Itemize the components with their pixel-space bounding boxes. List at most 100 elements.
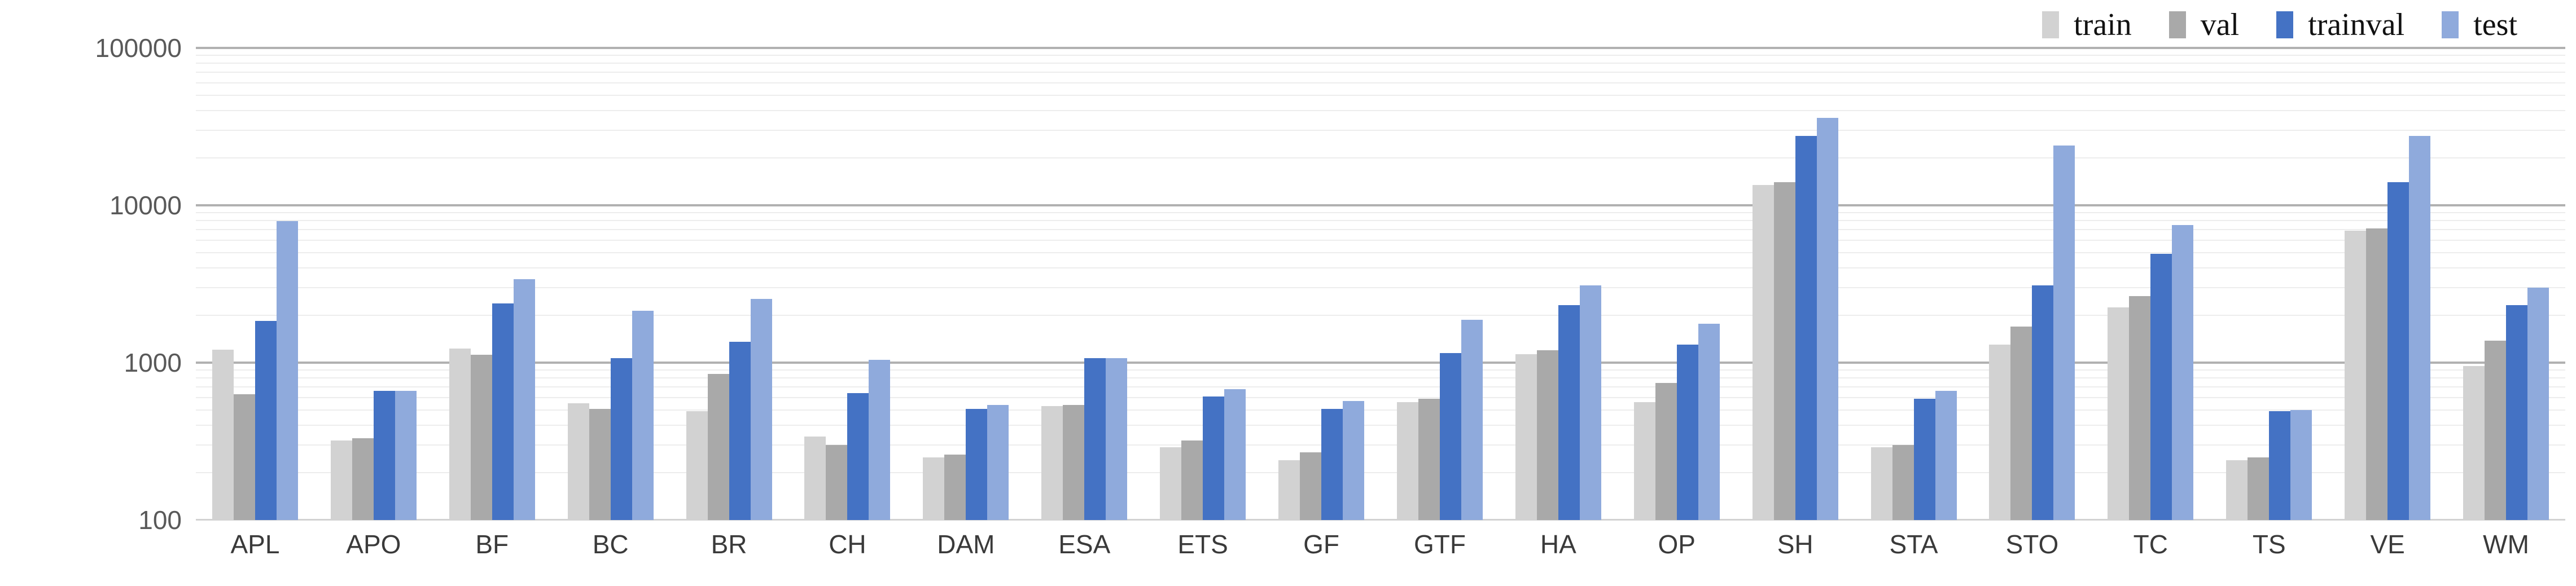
- minor-gridline: [196, 425, 2565, 426]
- bar-test-VE: [2409, 136, 2431, 520]
- bar-train-GF: [1278, 460, 1300, 520]
- bar-train-OP: [1633, 402, 1655, 520]
- bar-train-GTF: [1396, 402, 1418, 520]
- y-axis-tick-label: 1000: [124, 348, 182, 377]
- bar-val-ETS: [1181, 440, 1203, 520]
- legend-item-test: test: [2442, 9, 2517, 41]
- bar-trainval-OP: [1676, 345, 1698, 520]
- minor-gridline: [196, 472, 2565, 473]
- bar-train-APO: [330, 440, 352, 520]
- minor-gridline: [196, 267, 2565, 269]
- minor-gridline: [196, 72, 2565, 73]
- bar-val-CH: [826, 444, 848, 520]
- bar-test-WM: [2527, 287, 2549, 520]
- legend-item-train: train: [2042, 9, 2132, 41]
- bar-test-BR: [750, 299, 772, 520]
- minor-gridline: [196, 386, 2565, 388]
- y-axis-tick-label: 10000: [109, 191, 182, 220]
- legend-swatch-trainval: [2276, 11, 2294, 38]
- legend-item-val: val: [2168, 7, 2240, 42]
- major-gridline: [196, 47, 2565, 49]
- bar-test-DAM: [987, 404, 1009, 520]
- bar-trainval-GF: [1321, 408, 1343, 520]
- bar-train-WM: [2463, 366, 2485, 520]
- legend-swatch-test: [2442, 11, 2459, 38]
- bar-val-GF: [1300, 452, 1322, 520]
- x-axis-category-label: STA: [1889, 530, 1938, 559]
- x-axis-category-label: WM: [2483, 530, 2529, 559]
- minor-gridline: [196, 239, 2565, 241]
- bar-trainval-BF: [492, 303, 514, 520]
- major-gridline: [196, 204, 2565, 206]
- minor-gridline: [196, 212, 2565, 213]
- bar-trainval-ESA: [1084, 358, 1106, 520]
- x-axis-category-label: BC: [592, 530, 629, 559]
- bar-test-APO: [395, 391, 417, 520]
- minor-gridline: [196, 63, 2565, 64]
- bar-test-STO: [2053, 145, 2075, 520]
- bar-val-TS: [2248, 457, 2270, 520]
- minor-gridline: [196, 396, 2565, 398]
- bar-val-STO: [2010, 326, 2032, 520]
- y-axis-tick-label: 100000: [95, 33, 182, 63]
- minor-gridline: [196, 377, 2565, 379]
- bar-trainval-CH: [847, 393, 869, 520]
- x-axis-category-label: DAM: [937, 530, 995, 559]
- x-axis-category-label: BF: [475, 530, 509, 559]
- y-axis-tick-label: 100: [138, 505, 182, 535]
- x-axis-line: [196, 519, 2565, 521]
- minor-gridline: [196, 82, 2565, 83]
- minor-gridline: [196, 94, 2565, 96]
- x-axis-category-label: ETS: [1177, 530, 1228, 559]
- bar-val-APO: [352, 438, 374, 520]
- bar-train-TC: [2108, 307, 2130, 520]
- bar-train-STA: [1870, 447, 1892, 520]
- bar-test-GTF: [1461, 320, 1483, 520]
- major-gridline: [196, 362, 2565, 364]
- bar-trainval-VE: [2387, 182, 2409, 520]
- minor-gridline: [196, 229, 2565, 231]
- bar-train-ETS: [1160, 447, 1182, 520]
- bar-train-CH: [804, 436, 826, 520]
- minor-gridline: [196, 157, 2565, 158]
- bar-val-STA: [1892, 444, 1914, 520]
- bar-val-SH: [1773, 182, 1795, 520]
- legend-label: val: [2200, 7, 2240, 42]
- bar-trainval-BC: [610, 358, 632, 520]
- bar-trainval-SH: [1795, 136, 1817, 520]
- bar-val-OP: [1655, 383, 1677, 520]
- x-axis-category-label: TC: [2133, 530, 2168, 559]
- bar-train-BC: [567, 403, 589, 520]
- bar-train-ESA: [1041, 406, 1063, 520]
- legend-swatch-train: [2042, 11, 2060, 38]
- bar-trainval-HA: [1558, 305, 1580, 520]
- bar-val-GTF: [1418, 398, 1440, 520]
- bar-test-STA: [1935, 391, 1957, 520]
- bar-val-BF: [470, 355, 492, 520]
- bar-test-HA: [1579, 285, 1601, 520]
- bar-train-STO: [1989, 345, 2011, 520]
- minor-gridline: [196, 409, 2565, 411]
- minor-gridline: [196, 54, 2565, 56]
- x-axis-category-label: SH: [1777, 530, 1813, 559]
- bar-trainval-ETS: [1203, 396, 1225, 520]
- legend-item-trainval: trainval: [2276, 9, 2404, 41]
- bar-trainval-TS: [2269, 411, 2291, 520]
- bar-val-ESA: [1063, 404, 1085, 520]
- bar-test-OP: [1698, 323, 1720, 520]
- bar-trainval-APL: [255, 321, 277, 520]
- bar-trainval-GTF: [1439, 353, 1461, 520]
- bar-test-ETS: [1224, 389, 1246, 520]
- bar-train-BR: [686, 411, 708, 520]
- x-axis-category-label: CH: [829, 530, 866, 559]
- bar-test-BF: [513, 279, 535, 520]
- minor-gridline: [196, 287, 2565, 288]
- bar-val-BR: [707, 373, 729, 520]
- minor-gridline: [196, 129, 2565, 131]
- bar-test-TS: [2290, 409, 2312, 520]
- minor-gridline: [196, 110, 2565, 112]
- x-axis-category-label: GF: [1303, 530, 1339, 559]
- bar-train-SH: [1752, 184, 1774, 520]
- bar-trainval-WM: [2506, 305, 2528, 520]
